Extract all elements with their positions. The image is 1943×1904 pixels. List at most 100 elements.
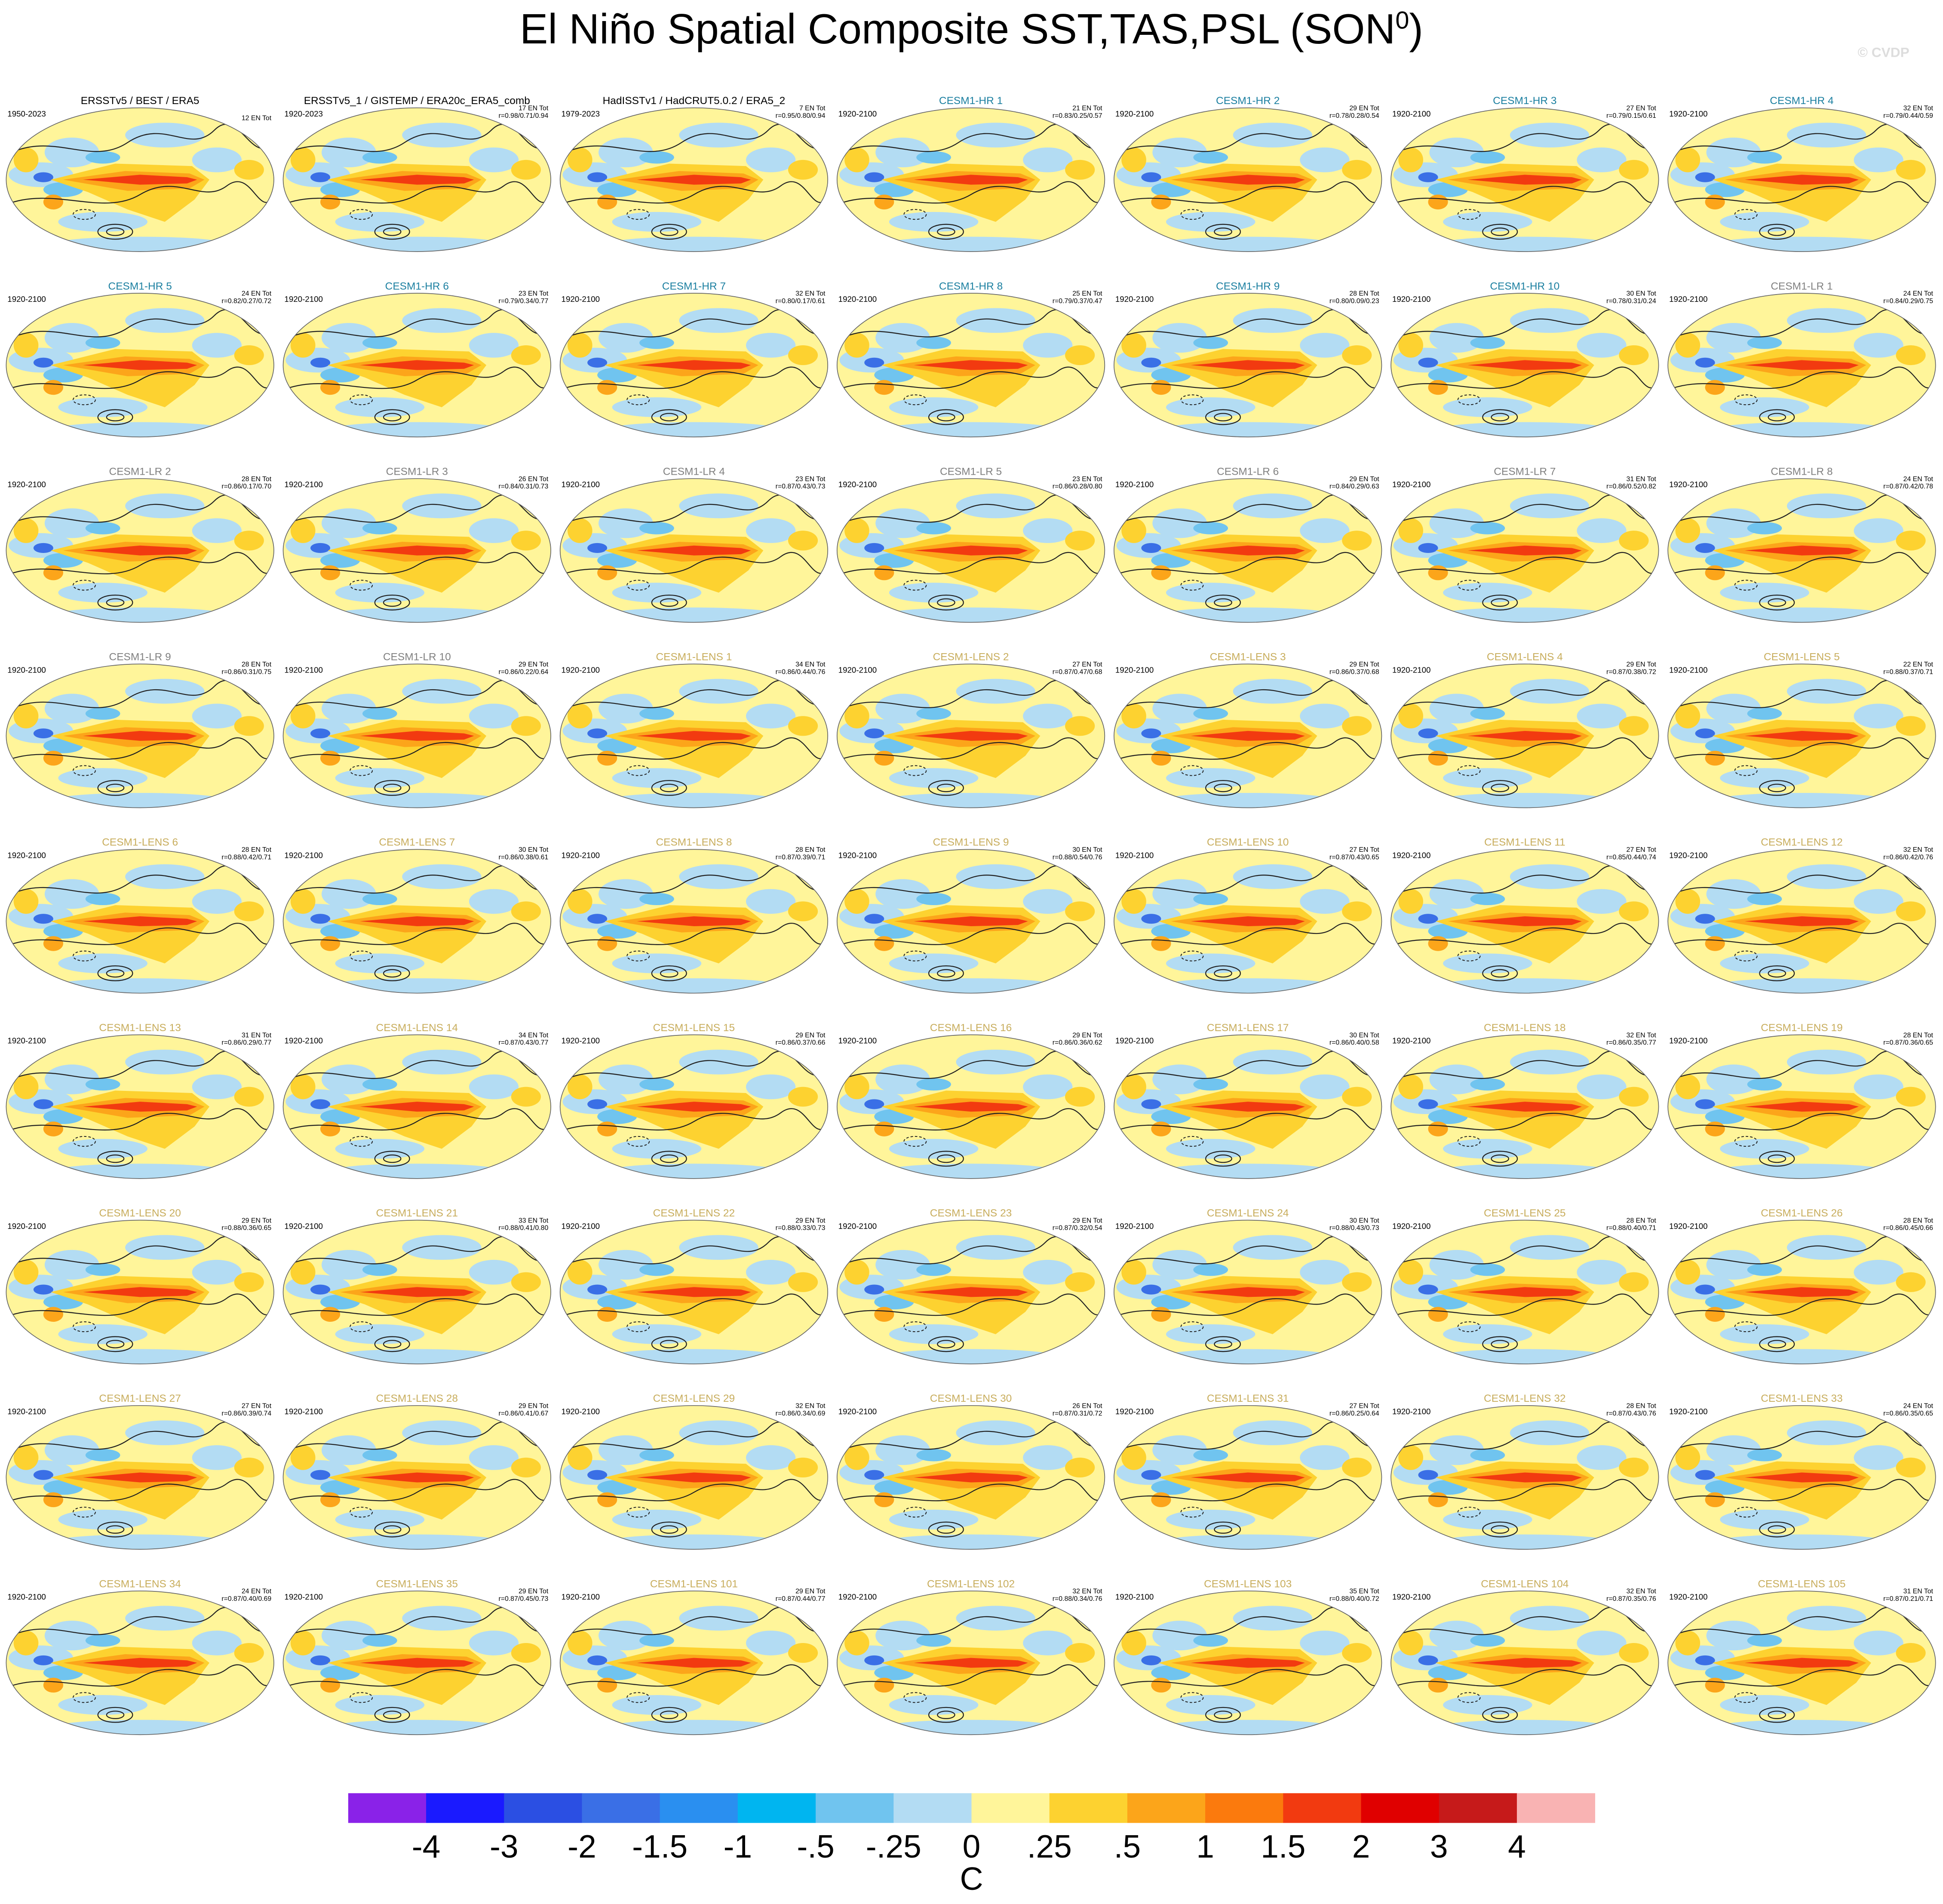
colorbar-label: 3 [1430, 1828, 1448, 1864]
map-outline [1390, 107, 1659, 252]
panel-title: CESM1-LR 9 [109, 651, 171, 663]
map-outline [6, 1591, 274, 1735]
panel-count: 30 EN Tot [1349, 1032, 1379, 1039]
map-outline [1114, 1591, 1382, 1735]
panel: CESM1-LENS 33 1920-2100 24 EN Totr=0.86/0.… [1668, 1393, 1936, 1549]
panel-title: CESM1-HR 7 [662, 280, 726, 292]
panel: CESM1-LENS 102 1920-2100 32 EN Totr=0.88/0… [837, 1578, 1105, 1735]
colorbar-box [1361, 1793, 1440, 1823]
panel-correlation: r=0.88/0.34/0.76 [1053, 1595, 1102, 1603]
panel-title: CESM1-HR 3 [1493, 95, 1556, 107]
panel: CESM1-LENS 20 1920-2100 29 EN Totr=0.88/0.… [6, 1207, 274, 1364]
map-outline [1114, 1405, 1382, 1550]
panel-period: 1920-2100 [7, 480, 46, 489]
map [283, 1035, 551, 1179]
panel-correlation: r=0.86/0.42/0.76 [1883, 854, 1933, 861]
panel: CESM1-LENS 32 1920-2100 28 EN Totr=0.87/0.… [1391, 1393, 1659, 1549]
colorbar-label: -3 [490, 1828, 519, 1864]
panel: CESM1-HR 3 1920-2100 27 EN Totr=0.79/0.15/… [1391, 95, 1659, 252]
panel-period: 1920-2100 [1669, 295, 1708, 304]
panel-count: 29 EN Tot [519, 1588, 549, 1595]
panel-correlation: r=0.78/0.31/0.24 [1606, 298, 1656, 305]
map [560, 1035, 828, 1179]
colorbar-label: -1 [724, 1828, 752, 1864]
panel-correlation: r=0.88/0.36/0.65 [221, 1225, 271, 1232]
panel-correlation: r=0.86/0.38/0.61 [498, 854, 548, 861]
panel: CESM1-LENS 14 1920-2100 34 EN Totr=0.87/0.… [283, 1022, 551, 1179]
panel-count: 32 EN Tot [795, 1403, 826, 1410]
map [283, 1591, 551, 1735]
panel-correlation: r=0.87/0.21/0.71 [1883, 1595, 1933, 1603]
panel-title: CESM1-LENS 26 [1761, 1207, 1843, 1219]
panel-count: 21 EN Tot [1072, 105, 1102, 112]
panel-title: CESM1-LENS 11 [1484, 837, 1565, 848]
panel-correlation: r=0.86/0.41/0.67 [498, 1410, 548, 1417]
panel-correlation: r=0.86/0.37/0.66 [776, 1039, 826, 1047]
panel-correlation: r=0.86/0.31/0.75 [221, 668, 271, 676]
panel-title: CESM1-LENS 27 [99, 1393, 181, 1404]
panel: CESM1-HR 8 1920-2100 25 EN Totr=0.79/0.37/… [837, 280, 1105, 437]
panel: CESM1-LENS 23 1920-2100 29 EN Totr=0.87/0.… [837, 1207, 1105, 1364]
map [283, 849, 551, 993]
panel-count: 26 EN Tot [519, 476, 549, 483]
panel-title: CESM1-LENS 32 [1484, 1393, 1566, 1404]
panel-count: 31 EN Tot [1627, 476, 1657, 483]
map-outline [559, 293, 829, 438]
map-outline [1667, 1591, 1936, 1735]
panel-correlation: r=0.79/0.15/0.61 [1606, 112, 1656, 120]
panel-title: CESM1-HR 8 [939, 280, 1003, 292]
panel: CESM1-LENS 4 1920-2100 29 EN Totr=0.87/0.3… [1391, 651, 1659, 808]
panel-period: 1920-2100 [1669, 480, 1708, 489]
panel-correlation: r=0.86/0.28/0.80 [1053, 483, 1102, 490]
map-outline [1114, 1034, 1382, 1179]
panel: CESM1-LENS 3 1920-2100 29 EN Totr=0.86/0.3… [1114, 651, 1382, 808]
panel-period: 1920-2100 [284, 295, 323, 304]
colorbar-label: 1 [1196, 1828, 1214, 1864]
panel-title: CESM1-LR 4 [663, 466, 725, 477]
panel: CESM1-LENS 10 1920-2100 27 EN Totr=0.87/0.… [1114, 837, 1382, 993]
map-outline [836, 478, 1105, 623]
panel-title: CESM1-LENS 31 [1207, 1393, 1289, 1404]
colorbar-label: -1.5 [632, 1828, 688, 1864]
panel: CESM1-LENS 30 1920-2100 26 EN Totr=0.87/0.… [837, 1393, 1105, 1549]
panel-title: CESM1-LENS 16 [930, 1022, 1012, 1034]
panel-title: CESM1-LENS 3 [1210, 651, 1286, 663]
panel-count: 23 EN Tot [519, 290, 549, 298]
panel: CESM1-LENS 1 1920-2100 34 EN Totr=0.86/0.4… [560, 651, 828, 808]
map-outline [1114, 849, 1382, 994]
panel-period: 1920-2100 [7, 665, 46, 674]
panel-count: 27 EN Tot [1349, 846, 1379, 854]
panel: CESM1-LENS 28 1920-2100 29 EN Totr=0.86/0.… [283, 1393, 551, 1549]
panel-period: 1920-2100 [838, 295, 877, 304]
map [1668, 664, 1936, 808]
map [1668, 1406, 1936, 1549]
panel-count: 34 EN Tot [519, 1032, 549, 1039]
map [1391, 849, 1659, 993]
panel-title: CESM1-LENS 8 [656, 837, 732, 848]
panel-title: CESM1-LENS 13 [99, 1022, 181, 1034]
panel-count: 29 EN Tot [1349, 476, 1379, 483]
panel-correlation: r=0.85/0.44/0.74 [1606, 854, 1656, 861]
map [560, 108, 828, 252]
panel-period: 1920-2100 [7, 1036, 46, 1045]
panel: CESM1-HR 5 1920-2100 24 EN Totr=0.82/0.27/… [6, 280, 274, 437]
panel-correlation: r=0.83/0.25/0.57 [1053, 112, 1102, 120]
panel-count: 33 EN Tot [519, 1217, 549, 1224]
map-outline [559, 1219, 829, 1364]
panel: CESM1-LENS 24 1920-2100 30 EN Totr=0.88/0.… [1114, 1207, 1382, 1364]
panel-count: 24 EN Tot [242, 1588, 272, 1595]
panel: CESM1-LENS 6 1920-2100 28 EN Totr=0.88/0.4… [6, 837, 274, 993]
panel: CESM1-LENS 9 1920-2100 30 EN Totr=0.88/0.5… [837, 837, 1105, 993]
panel-count: 27 EN Tot [1349, 1403, 1379, 1410]
map-outline [1667, 1034, 1936, 1179]
panel: CESM1-HR 6 1920-2100 23 EN Totr=0.79/0.34/… [283, 280, 551, 437]
colorbar-box [1127, 1793, 1206, 1823]
panel-title: CESM1-LENS 1 [656, 651, 732, 663]
panel-period: 1920-2100 [1115, 665, 1154, 674]
colorbar-label: 0 [963, 1828, 981, 1864]
map-outline [1390, 1591, 1659, 1735]
panel-correlation: r=0.82/0.27/0.72 [221, 298, 271, 305]
panel-period: 1920-2100 [1115, 851, 1154, 860]
panel-period: 1920-2100 [284, 1036, 323, 1045]
